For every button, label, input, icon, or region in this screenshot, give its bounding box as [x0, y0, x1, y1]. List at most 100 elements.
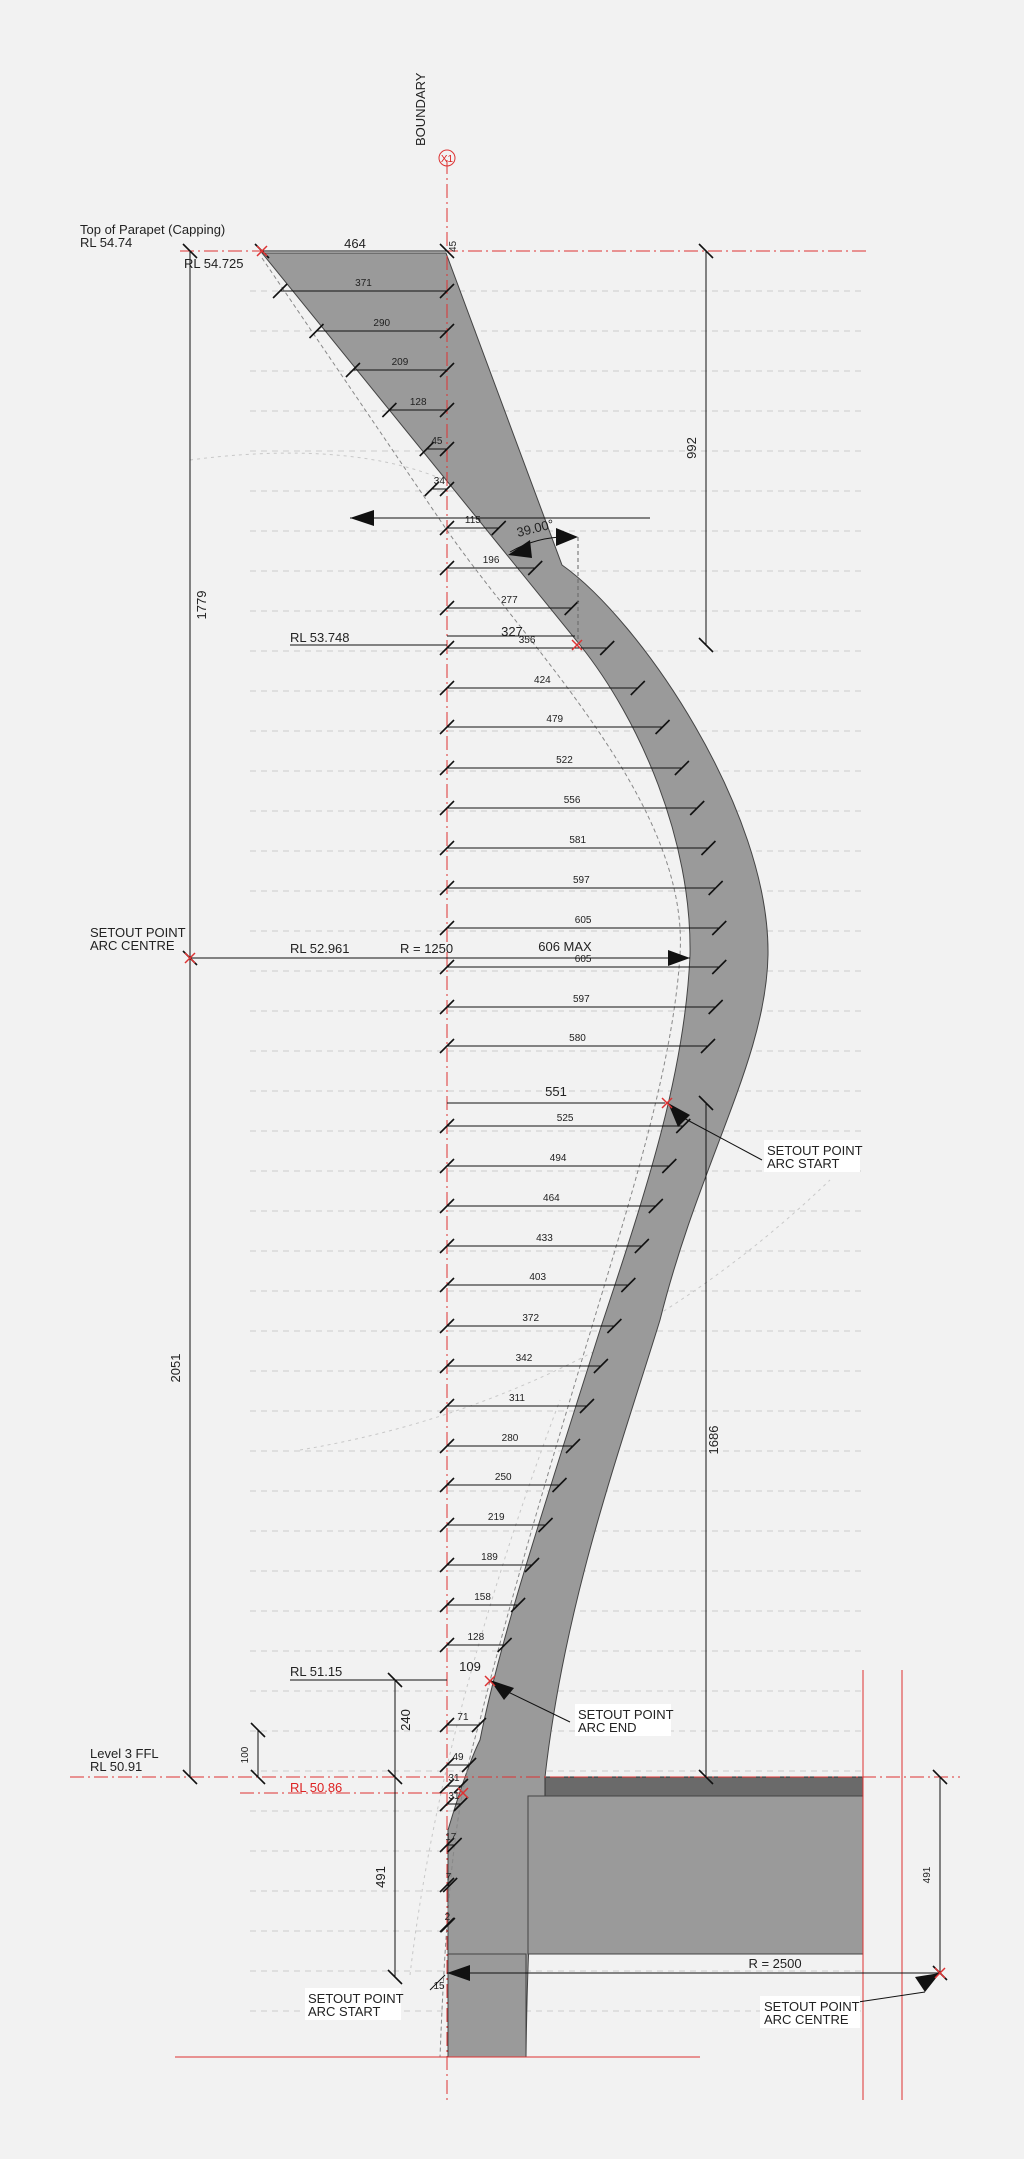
offset-tick [439, 283, 455, 299]
offset-tick [497, 1637, 513, 1653]
radius-upper: R = 1250 [400, 941, 453, 956]
offset-tick [634, 1238, 650, 1254]
grid-bubble [438, 149, 456, 167]
offset-tick [439, 1796, 455, 1812]
offset-value: 31 [448, 1773, 460, 1784]
arc-start-leader [677, 1114, 763, 1161]
offset-value: 372 [522, 1313, 539, 1324]
dim-992-text: 992 [684, 437, 699, 459]
offset-tick [419, 441, 435, 457]
offset-tick [579, 1398, 595, 1414]
arc-end-box [575, 1704, 671, 1736]
offset-value: 556 [564, 795, 581, 806]
offset-tick [439, 560, 455, 576]
dim-551-text: 551 [545, 1084, 567, 1099]
offset-tick [630, 680, 646, 696]
offset-tick [565, 1438, 581, 1454]
construction-arc-lower [299, 1179, 831, 1451]
offset-value: 196 [483, 555, 500, 566]
offset-value: 356 [519, 635, 536, 646]
arc-start-bottom-box [305, 1988, 401, 2020]
offset-tick [439, 959, 455, 975]
offset-value: 371 [355, 278, 372, 289]
arc-centre-bottom-leader [857, 1991, 926, 2003]
offset-value: 250 [495, 1472, 512, 1483]
setout-marks [184, 245, 946, 1979]
offset-tick [648, 1198, 664, 1214]
angle-arrow-right [556, 528, 578, 546]
offset-tick [537, 1517, 554, 1533]
offset-tick [439, 1358, 455, 1374]
offset-tick [551, 1477, 568, 1493]
arc-start-right-line2: ARC START [767, 1156, 840, 1171]
arc-centre-bottom-box [760, 1996, 860, 2028]
offset-tick [599, 640, 615, 656]
offset-value: 433 [536, 1233, 553, 1244]
dim-109-text: 109 [459, 1659, 481, 1674]
offset-value: 115 [465, 515, 481, 526]
offset-value: 277 [501, 595, 518, 606]
offset-tick [439, 1717, 455, 1733]
offset-tick [524, 1557, 540, 1573]
offset-tick [439, 640, 455, 656]
offset-tick [510, 1597, 526, 1613]
dim-327-text: 327 [501, 624, 523, 639]
arc-start-bottom-leader [429, 1974, 446, 1991]
dim-2051-text: 2051 [168, 1354, 183, 1383]
level3-line2: RL 50.91 [90, 1759, 142, 1774]
dim-1686-text: 1686 [706, 1426, 721, 1455]
offset-tick [711, 920, 727, 936]
offset-tick [439, 1118, 455, 1134]
offset-value: 45 [431, 436, 443, 447]
arc-end-arrow [490, 1680, 514, 1700]
offset-tick [439, 1877, 455, 1893]
radius-lower: R = 2500 [748, 1956, 801, 1971]
offset-tick [491, 520, 507, 536]
offset-tick [439, 1438, 455, 1454]
offset-tick [689, 800, 705, 816]
offset-dimensions: 371 290 209 128 45 34 115 196 277 356 424 479 522 556… [272, 278, 727, 1933]
dim-15-text: 15 [433, 1981, 445, 1992]
offset-tick [424, 481, 440, 497]
offset-tick [654, 719, 671, 735]
offset-value: 219 [488, 1512, 505, 1523]
offset-tick [439, 1238, 455, 1254]
offset-value: 464 [543, 1193, 560, 1204]
offset-tick [439, 719, 455, 735]
offset-value: 2 [445, 1912, 451, 1923]
arc-start-bottom-arrow [447, 1965, 470, 1981]
inner-face-line [261, 257, 681, 2058]
offset-tick [439, 920, 455, 936]
dim-491-left-text: 491 [373, 1866, 388, 1888]
offset-tick [606, 1318, 622, 1334]
level3-line1: Level 3 FFL [90, 1746, 159, 1761]
offset-tick [439, 402, 455, 418]
max-label: 606 MAX [538, 939, 592, 954]
grid-tag: X1 [441, 154, 454, 165]
parapet-line2: RL 54.74 [80, 235, 132, 250]
arc-centre-left-line1: SETOUT POINT [90, 925, 186, 940]
offset-tick [439, 1837, 455, 1853]
dim-464-text: 464 [344, 236, 366, 251]
offset-tick [439, 441, 455, 457]
offset-value: 31 [448, 1791, 460, 1802]
offset-tick [439, 362, 455, 378]
arc-centre-left-line2: ARC CENTRE [90, 938, 175, 953]
offset-tick [453, 1796, 469, 1812]
offset-tick [442, 1877, 458, 1893]
arc-centre-bottom-line1: SETOUT POINT [764, 1999, 860, 2014]
offset-tick [345, 362, 361, 378]
offset-value: 71 [457, 1712, 469, 1723]
offset-tick [381, 402, 397, 418]
dim-240-text: 240 [398, 1709, 413, 1731]
offset-value: 342 [516, 1353, 533, 1364]
dim-100-text: 100 [240, 1746, 251, 1763]
offset-tick [439, 880, 455, 896]
offset-tick [439, 481, 455, 497]
offset-tick [439, 999, 455, 1015]
offset-tick [439, 1277, 455, 1293]
offset-value: 7 [446, 1872, 452, 1883]
offset-tick [675, 1118, 691, 1134]
offset-tick [439, 760, 455, 776]
